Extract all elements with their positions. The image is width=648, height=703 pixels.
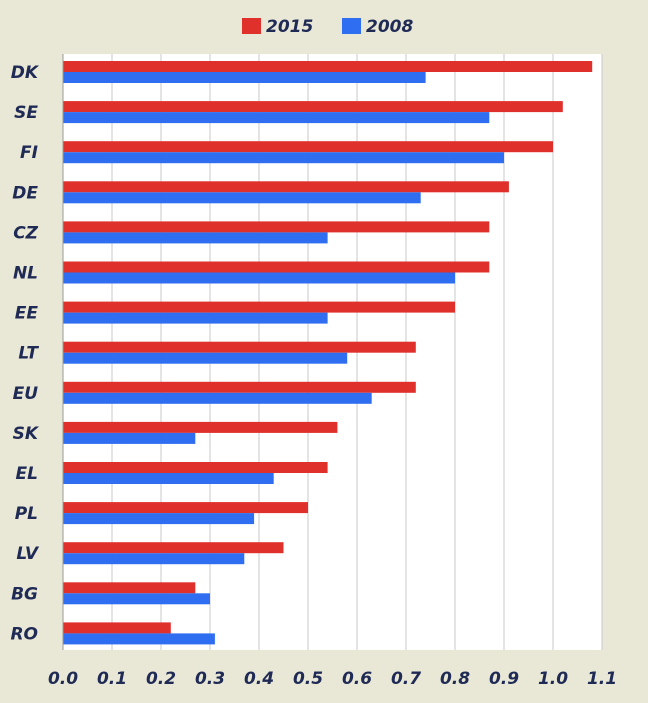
bar-2015-DK bbox=[63, 61, 593, 72]
x-tick-label: 0.1 bbox=[97, 669, 127, 689]
x-tick-label: 0.2 bbox=[146, 669, 176, 689]
bar-2015-RO bbox=[63, 622, 171, 634]
bar-2015-EL bbox=[63, 462, 328, 473]
legend-swatch-2008 bbox=[342, 18, 361, 34]
x-tick-label: 0.6 bbox=[342, 669, 372, 689]
bar-2015-SE bbox=[63, 101, 563, 113]
x-tick-label: 0.7 bbox=[391, 669, 421, 689]
x-tick-label: 0.9 bbox=[489, 669, 519, 689]
legend-label-2008: 2008 bbox=[366, 17, 413, 37]
x-tick-label: 0.0 bbox=[48, 669, 78, 689]
y-category-label: LT bbox=[18, 344, 39, 364]
y-category-label: CZ bbox=[13, 223, 38, 243]
x-tick-label: 1.0 bbox=[538, 669, 568, 689]
y-category-label: SK bbox=[13, 424, 40, 444]
bar-2008-DK bbox=[63, 72, 426, 83]
legend-swatch-2015 bbox=[242, 18, 261, 34]
bar-2015-EE bbox=[63, 301, 455, 313]
y-category-label: SE bbox=[14, 103, 38, 123]
bar-2008-LV bbox=[63, 553, 245, 565]
bar-2008-BG bbox=[63, 593, 210, 605]
bar-2015-PL bbox=[63, 502, 308, 514]
legend-label-2015: 2015 bbox=[266, 17, 313, 37]
y-category-label: FI bbox=[20, 143, 38, 163]
x-tick-label: 1.1 bbox=[587, 669, 617, 689]
y-category-label: BG bbox=[11, 584, 38, 604]
y-category-label: PL bbox=[15, 504, 38, 524]
y-category-label: EE bbox=[15, 304, 39, 324]
bar-2015-SK bbox=[63, 421, 338, 433]
bar-2008-PL bbox=[63, 513, 255, 525]
bar-2015-LV bbox=[63, 542, 284, 554]
bar-2008-SK bbox=[63, 432, 196, 444]
x-tick-label: 0.5 bbox=[293, 669, 323, 689]
y-category-label: LV bbox=[16, 544, 39, 564]
bar-2008-EE bbox=[63, 312, 328, 324]
y-category-label: DE bbox=[12, 183, 38, 203]
bar-2008-DE bbox=[63, 192, 421, 204]
bar-2008-CZ bbox=[63, 232, 328, 244]
y-category-label: NL bbox=[13, 264, 38, 284]
bar-2008-RO bbox=[63, 633, 215, 645]
bar-2008-EU bbox=[63, 392, 372, 404]
y-category-label: EU bbox=[13, 384, 39, 404]
y-category-label: EL bbox=[16, 464, 38, 484]
bar-2015-FI bbox=[63, 141, 553, 153]
bar-2008-SE bbox=[63, 112, 490, 124]
bar-2015-DE bbox=[63, 181, 509, 193]
x-tick-label: 0.4 bbox=[244, 669, 274, 689]
bar-2008-FI bbox=[63, 152, 504, 164]
x-tick-label: 0.8 bbox=[440, 669, 470, 689]
y-category-label: DK bbox=[11, 63, 40, 83]
y-category-label: RO bbox=[10, 624, 38, 644]
bar-2008-EL bbox=[63, 473, 274, 484]
bar-2008-NL bbox=[63, 272, 455, 284]
bar-2015-NL bbox=[63, 261, 490, 273]
bar-2015-CZ bbox=[63, 221, 490, 233]
bar-2015-BG bbox=[63, 582, 196, 594]
bar-2008-LT bbox=[63, 352, 348, 364]
bar-2015-LT bbox=[63, 341, 416, 353]
bar-2015-EU bbox=[63, 381, 416, 393]
x-tick-label: 0.3 bbox=[195, 669, 225, 689]
